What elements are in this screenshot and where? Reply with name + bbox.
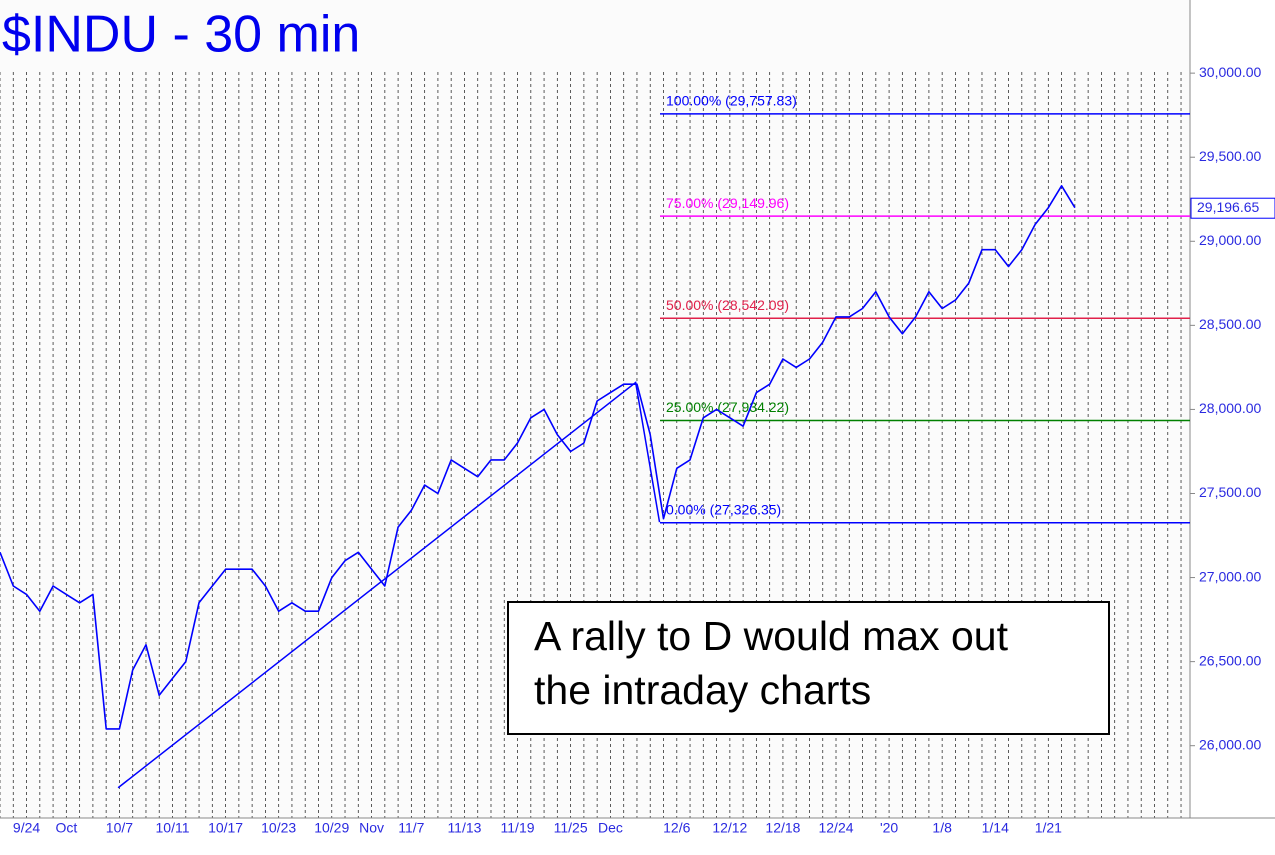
y-tick-label: 30,000.00 — [1199, 64, 1261, 80]
x-tick-label: 11/25 — [554, 820, 588, 836]
x-tick-label: 1/21 — [1035, 820, 1062, 836]
fib-label: 50.00% (28,542.09) — [666, 297, 789, 313]
x-tick-label: 1/8 — [932, 820, 952, 836]
y-tick-label: 26,500.00 — [1199, 652, 1261, 668]
x-tick-label: Dec — [598, 820, 623, 836]
fib-label: 75.00% (29,149.96) — [666, 195, 789, 211]
x-tick-label: 9/24 — [13, 820, 40, 836]
y-tick-label: 28,500.00 — [1199, 316, 1261, 332]
chart-title: $INDU - 30 min — [2, 6, 360, 64]
last-price-label: 29,196.65 — [1197, 199, 1259, 215]
y-tick-label: 29,000.00 — [1199, 232, 1261, 248]
x-tick-label: 10/23 — [261, 820, 296, 836]
x-tick-label: 12/18 — [765, 820, 800, 836]
x-tick-label: 11/13 — [447, 820, 481, 836]
annotation-box — [507, 601, 1110, 735]
x-tick-label: Oct — [55, 820, 77, 836]
x-tick-label: Nov — [359, 820, 384, 836]
x-tick-label: 10/7 — [106, 820, 133, 836]
last-price-box — [1190, 197, 1275, 219]
y-tick-label: 27,500.00 — [1199, 484, 1261, 500]
fib-label: 100.00% (29,757.83) — [666, 93, 797, 109]
trendline — [117, 381, 661, 789]
fib-label: 25.00% (27,934.22) — [666, 399, 789, 415]
x-tick-label: 10/11 — [156, 820, 190, 836]
x-tick-label: '20 — [880, 820, 898, 836]
x-tick-label: 11/19 — [501, 820, 535, 836]
x-tick-label: 1/14 — [982, 820, 1009, 836]
price-line — [0, 185, 1076, 730]
fib-label: 0.00% (27,326.35) — [666, 501, 781, 517]
x-tick-label: 11/7 — [398, 820, 424, 836]
y-tick-label: 29,500.00 — [1199, 148, 1261, 164]
x-tick-label: 10/29 — [314, 820, 349, 836]
annotation-text: the intraday charts — [534, 667, 871, 713]
x-tick-label: 12/6 — [663, 820, 690, 836]
x-tick-label: 12/24 — [818, 820, 853, 836]
y-tick-label: 27,000.00 — [1199, 568, 1261, 584]
x-tick-label: 10/17 — [208, 820, 243, 836]
y-tick-label: 28,000.00 — [1199, 400, 1261, 416]
x-tick-label: 12/12 — [712, 820, 747, 836]
annotation-text: A rally to D would max out — [534, 613, 1009, 659]
y-tick-label: 26,000.00 — [1199, 736, 1261, 752]
